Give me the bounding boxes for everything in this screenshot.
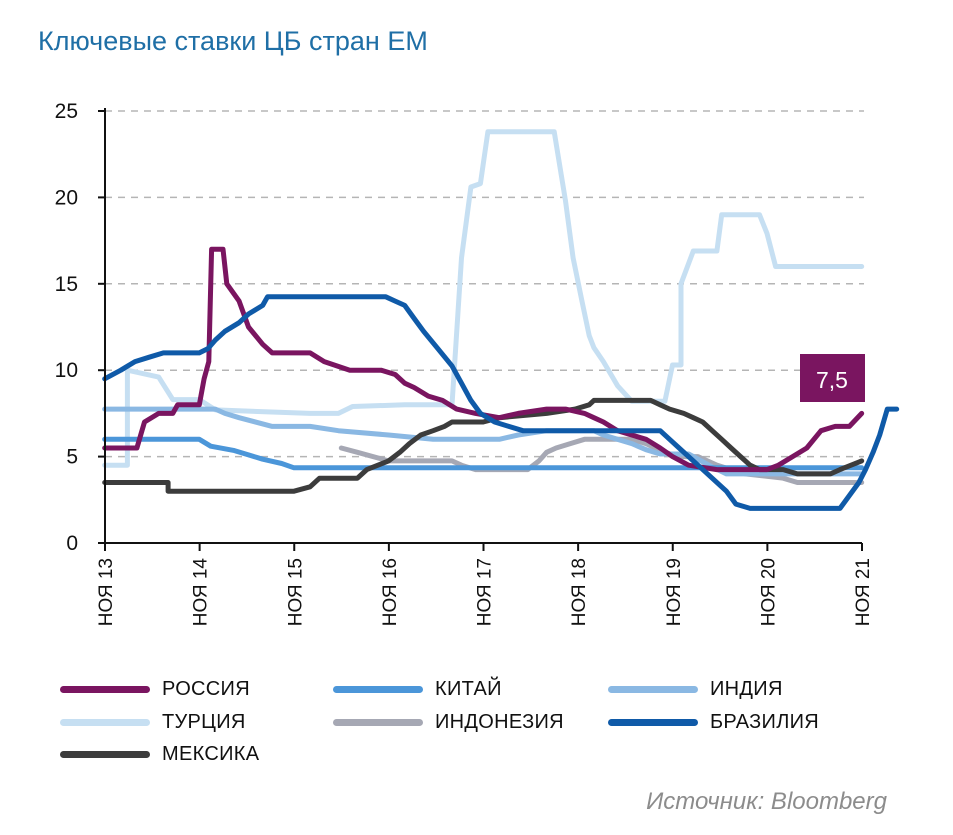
- series-line-МЕКСИКА: [102, 397, 865, 494]
- chart-title: Ключевые ставки ЦБ стран ЕМ: [38, 26, 428, 56]
- x-tick-label: НОЯ 20: [758, 558, 779, 626]
- annotation-box: [800, 354, 865, 402]
- y-tick-label: 15: [55, 273, 78, 296]
- x-tick-label: НОЯ 13: [96, 558, 117, 626]
- annotation-label: 7,5: [816, 367, 848, 393]
- x-tick-label: НОЯ 17: [475, 558, 496, 626]
- x-tick-label: НОЯ 15: [285, 558, 306, 626]
- y-tick-label: 5: [66, 446, 78, 469]
- annotation: 7,5: [800, 354, 865, 402]
- x-tick-label: НОЯ 19: [664, 558, 685, 626]
- series-line-РОССИЯ: [102, 246, 865, 473]
- series-group: [102, 129, 900, 511]
- gridlines: [105, 110, 864, 458]
- x-tick-label: НОЯ 21: [853, 558, 874, 626]
- x-tick-label: НОЯ 16: [380, 558, 401, 626]
- axes: 0 5 10 15 20 25 НОЯ 13 НОЯ 14 НОЯ 15 НОЯ 16 НОЯ 17…: [55, 100, 874, 626]
- series-line-КИТАЙ: [102, 436, 865, 471]
- y-tick-label: 25: [55, 100, 78, 123]
- y-tick-label: 20: [55, 186, 78, 209]
- x-tick-label: НОЯ 18: [569, 558, 590, 626]
- y-tick-label: 0: [66, 532, 78, 555]
- series-line-БРАЗИЛИЯ: [102, 294, 900, 511]
- x-tick-label: НОЯ 14: [191, 558, 212, 627]
- y-tick-label: 10: [55, 359, 78, 382]
- source-note: Источник: Bloomberg: [646, 788, 887, 815]
